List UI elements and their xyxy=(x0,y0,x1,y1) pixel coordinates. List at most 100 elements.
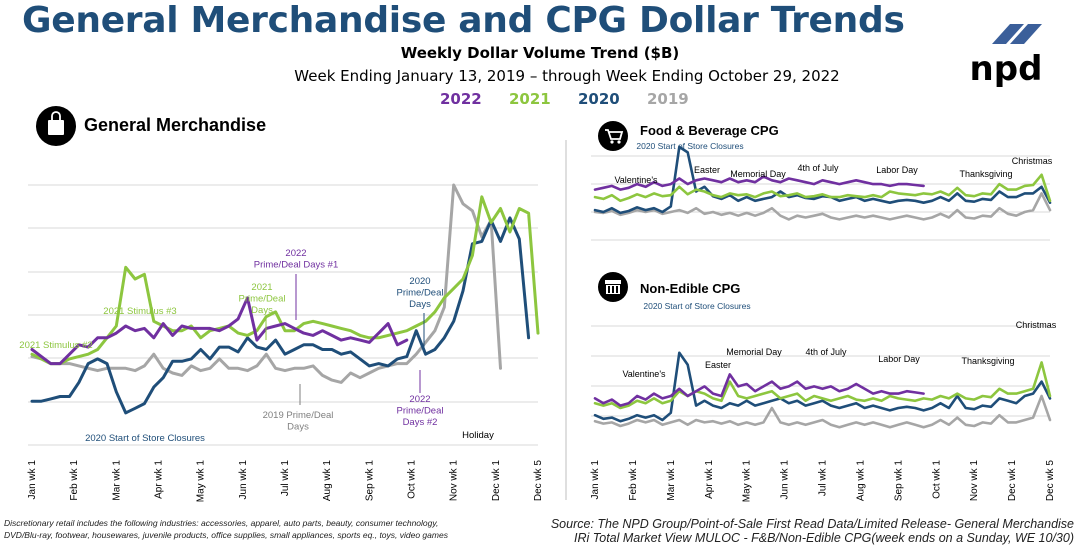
annotation-2022-prime-2: Prime/Deal xyxy=(397,406,444,417)
series-line-2022 xyxy=(593,175,925,191)
chart-subtitle: Weekly Dollar Volume Trend ($B) xyxy=(400,44,680,62)
footnote-source-line: Source: The NPD Group/Point-of-Sale Firs… xyxy=(550,517,1074,531)
legend-item-2021: 2021 xyxy=(508,90,551,108)
series-line-2022 xyxy=(593,373,925,407)
footnote-source: Source: The NPD Group/Point-of-Sale Firs… xyxy=(551,517,1074,545)
store-roof xyxy=(605,280,621,284)
shopping-cart-icon xyxy=(598,121,628,151)
footnote-source-line: IRi Total Market View MULOC - F&B/Non-Ed… xyxy=(574,531,1074,545)
bag-body xyxy=(48,120,64,135)
series-line-2019 xyxy=(593,192,1052,221)
x-tick-label: Oct wk 1 xyxy=(931,460,942,499)
series-line-2019 xyxy=(593,394,1052,429)
series-line-2020 xyxy=(593,351,1052,423)
legend: 2022 2021 2020 2019 xyxy=(440,90,711,108)
annotation-thanksgiving: Thanksgiving xyxy=(959,169,1012,179)
page-title: General Merchandise and CPG Dollar Trend… xyxy=(22,0,905,41)
footnote-left: Discretionary retail includes the follow… xyxy=(4,517,448,541)
panel-title: General Merchandise xyxy=(84,115,266,135)
annotation-2021-prime: Days xyxy=(251,305,273,316)
x-tick-label: Dec wk 5 xyxy=(533,460,544,502)
annotation-easter: Easter xyxy=(694,165,720,175)
annotation-store-closures: 2020 Start of Store Closures xyxy=(643,301,750,311)
x-tick-label: Dec wk 1 xyxy=(1007,460,1018,502)
bag-handle xyxy=(51,111,61,120)
x-tick-label: Jun wk 1 xyxy=(780,460,791,500)
x-tick-label: Nov wk 1 xyxy=(449,460,460,502)
annotation-memorial-day: Memorial Day xyxy=(726,347,782,357)
annotation-thanksgiving: Thanksgiving xyxy=(961,356,1014,366)
x-tick-label: Feb wk 1 xyxy=(69,460,80,501)
x-tick-label: Jul wk 1 xyxy=(818,460,829,497)
series-line-2020 xyxy=(30,216,531,415)
x-tick-label: Dec wk 1 xyxy=(491,460,502,502)
annotation-2021-prime: Prime/Deal xyxy=(239,294,286,305)
annotation-valentines: Valentine's xyxy=(622,369,666,379)
annotation-2022-prime-2: 2022 xyxy=(409,394,430,405)
x-tick-label: Sep wk 1 xyxy=(893,460,904,502)
annotation-2019-prime: Days xyxy=(287,422,309,433)
annotation-2020-prime: Prime/Deal xyxy=(397,288,444,299)
annotation-stimulus-3: 2021 Stimulus #3 xyxy=(103,306,176,317)
x-tick-label: Oct wk 1 xyxy=(407,460,418,499)
annotation-2019-prime: 2019 Prime/Deal xyxy=(263,410,334,421)
series-line-2020 xyxy=(593,145,1052,215)
x-tick-label: Sep wk 1 xyxy=(364,460,375,502)
annotation-holiday: Holiday xyxy=(462,430,494,441)
annotation-2022-prime-1: 2022 xyxy=(285,248,306,259)
annotation-2020-prime: 2020 xyxy=(409,276,430,287)
legend-item-2020: 2020 xyxy=(577,90,620,108)
cart-wheel xyxy=(610,140,614,144)
annotation-store-closures: 2020 Start of Store Closures xyxy=(85,433,205,444)
x-tick-label: Dec wk 5 xyxy=(1045,460,1056,502)
series-line-2021 xyxy=(593,173,1052,203)
annotation-2020-prime: Days xyxy=(409,299,431,310)
series-line-2021 xyxy=(30,195,540,366)
annotation-2021-prime: 2021 xyxy=(251,282,272,293)
date-range: Week Ending January 13, 2019 – through W… xyxy=(294,67,840,85)
series-line-2022 xyxy=(30,296,409,366)
panel-title: Food & Beverage CPG xyxy=(640,123,779,138)
cart-wheel xyxy=(617,140,621,144)
x-tick-label: Apr wk 1 xyxy=(154,460,165,499)
x-tick-label: Jan wk 1 xyxy=(27,460,38,500)
x-tick-label: Mar wk 1 xyxy=(111,460,122,501)
series-line-2021 xyxy=(593,361,1052,410)
x-tick-label: Mar wk 1 xyxy=(666,460,677,501)
annotation-stimulus-2: 2021 Stimulus #2 xyxy=(19,340,92,351)
x-tick-label: Aug wk 1 xyxy=(855,460,866,502)
x-tick-label: Apr wk 1 xyxy=(704,460,715,499)
annotation-labor-day: Labor Day xyxy=(878,354,920,364)
x-tick-label: May wk 1 xyxy=(742,460,753,503)
annotation-2022-prime-1: Prime/Deal Days #1 xyxy=(254,260,338,271)
footnote-left-line: DVD/Blu-ray, footwear, housewares, juven… xyxy=(4,530,448,540)
legend-item-2019: 2019 xyxy=(646,90,689,108)
annotation-4th-of-july: 4th of July xyxy=(797,163,839,173)
annotation-store-closures: 2020 Start of Store Closures xyxy=(636,141,743,151)
x-tick-label: May wk 1 xyxy=(196,460,207,503)
x-tick-label: Jun wk 1 xyxy=(238,460,249,500)
store-window xyxy=(612,286,614,293)
x-tick-label: Aug wk 1 xyxy=(322,460,333,502)
panel-title: Non-Edible CPG xyxy=(640,281,740,296)
annotation-2022-prime-2: Days #2 xyxy=(403,417,438,428)
annotation-christmas: Christmas xyxy=(1016,320,1057,330)
annotation-4th-of-july: 4th of July xyxy=(805,347,847,357)
annotation-easter: Easter xyxy=(705,360,731,370)
store-window xyxy=(608,286,610,293)
logo-text: npd xyxy=(970,49,1043,88)
annotation-christmas: Christmas xyxy=(1012,156,1053,166)
x-tick-label: Jan wk 1 xyxy=(590,460,601,500)
annotation-memorial-day: Memorial Day xyxy=(730,169,786,179)
store-window xyxy=(616,286,618,293)
legend-item-2022: 2022 xyxy=(440,90,482,108)
x-tick-label: Feb wk 1 xyxy=(628,460,639,501)
annotation-valentines: Valentine's xyxy=(614,175,658,185)
x-tick-label: Nov wk 1 xyxy=(969,460,980,502)
cart-basket xyxy=(605,129,624,140)
footnote-left-line: Discretionary retail includes the follow… xyxy=(4,518,439,528)
npd-logo: npd xyxy=(970,24,1043,88)
annotation-labor-day: Labor Day xyxy=(876,165,918,175)
x-tick-label: Jul wk 1 xyxy=(280,460,291,497)
